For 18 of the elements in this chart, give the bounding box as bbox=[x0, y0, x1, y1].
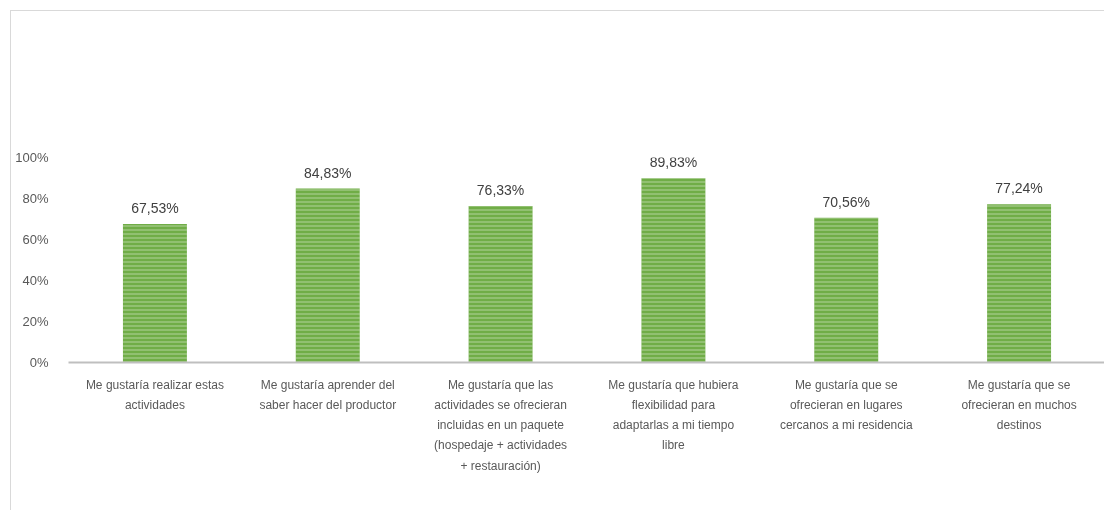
data-label: 67,53% bbox=[131, 200, 179, 217]
y-tick-label: 80% bbox=[22, 191, 49, 206]
x-tick-label: Me gustaría aprender del saber hacer del productor bbox=[259, 377, 397, 412]
y-tick-label: 60% bbox=[22, 232, 49, 247]
x-tick-label: Me gustaría que las actividades se ofrecieran incluidas en un paquete (hospedaje + actividades + restauración) bbox=[434, 377, 568, 473]
data-label: 89,83% bbox=[649, 154, 698, 171]
data-label: 76,33% bbox=[476, 182, 525, 199]
y-tick-label: 100% bbox=[15, 150, 49, 165]
y-tick-label: 40% bbox=[22, 273, 49, 288]
data-label: 84,83% bbox=[304, 164, 352, 181]
x-tick-label: Me gustaría que hubiera flexibilidad para adaptarlas a mi tiempo libre bbox=[608, 377, 739, 453]
y-tick-label: 20% bbox=[22, 314, 49, 329]
data-label: 70,56% bbox=[822, 193, 870, 210]
data-label: 77,24% bbox=[995, 180, 1043, 197]
x-tick-label: Me gustaría realizar estas actividades bbox=[85, 377, 224, 412]
x-tick-label: Me gustaría que se ofrecieran en muchos destinos bbox=[961, 377, 1077, 433]
y-tick-label: 0% bbox=[29, 355, 49, 370]
x-tick-label: Me gustaría que se ofrecieran en lugares cercanos a mi residencia bbox=[779, 377, 913, 433]
